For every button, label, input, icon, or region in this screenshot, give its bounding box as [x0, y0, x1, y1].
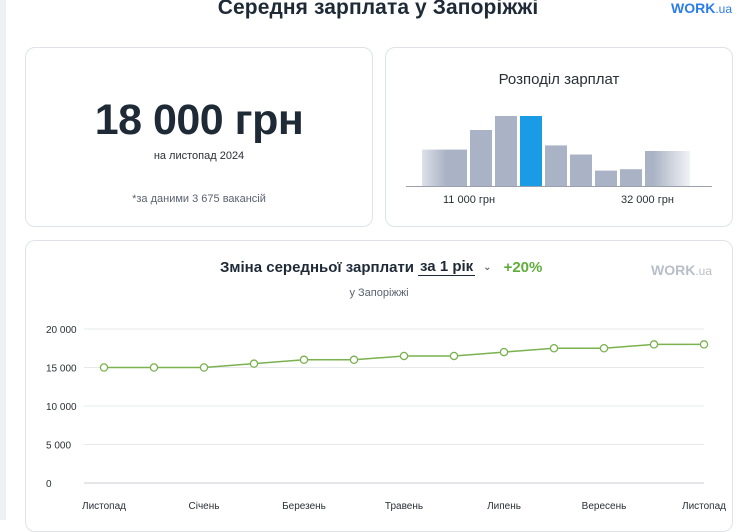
trend-title-row: Зміна середньої зарплати за 1 рік ⌄ +20%	[220, 258, 542, 276]
x-tick-label: Березень	[282, 501, 326, 512]
salary-trend-card: Зміна середньої зарплати за 1 рік ⌄ +20%…	[25, 240, 733, 532]
average-salary-card: 18 000 грн на листопад 2024 *за даними 3…	[25, 47, 373, 227]
x-tick-label: Листопад	[82, 501, 126, 512]
distribution-fade-right	[653, 108, 697, 188]
salary-distribution-card: Розподіл зарплат 11 000 грн 32 000 грн	[385, 47, 733, 227]
salary-date: на листопад 2024	[153, 150, 245, 162]
data-point[interactable]	[349, 355, 359, 365]
data-point[interactable]	[399, 351, 409, 361]
data-point[interactable]	[149, 363, 159, 372]
data-point[interactable]	[499, 347, 509, 357]
distribution-bar	[595, 170, 617, 186]
distribution-bar-highlight	[520, 116, 542, 186]
work-ua-watermark-logo: WORK.ua	[651, 262, 712, 278]
growth-percent: +20%	[503, 258, 543, 276]
logo-suffix: .ua	[715, 2, 732, 16]
watermark-suffix: .ua	[695, 264, 712, 278]
y-tick-label: 5 000	[46, 441, 71, 452]
data-point[interactable]	[199, 363, 209, 372]
distribution-bar	[470, 130, 492, 186]
chevron-down-icon[interactable]: ⌄	[483, 261, 492, 273]
trend-subtitle: у Запоріжжі	[349, 287, 409, 299]
distribution-bar	[545, 145, 567, 186]
data-point[interactable]	[299, 355, 309, 365]
x-tick-label: Вересень	[582, 501, 627, 512]
distribution-histogram	[406, 108, 712, 188]
y-tick-label: 10 000	[46, 402, 77, 413]
data-point[interactable]	[699, 340, 709, 349]
data-point[interactable]	[549, 344, 559, 353]
distribution-fade-left	[406, 108, 446, 188]
data-point[interactable]	[99, 363, 109, 372]
distribution-bar	[495, 116, 517, 186]
x-tick-label: Травень	[385, 501, 423, 512]
work-ua-logo[interactable]: WORK.ua	[671, 0, 732, 16]
salary-vacancies-note: *за даними 3 675 вакансій	[132, 193, 266, 205]
distribution-low-label: 11 000 грн	[443, 194, 496, 206]
page-title: Середня зарплата у Запоріжжі	[217, 0, 539, 19]
data-point[interactable]	[599, 344, 609, 353]
left-edge-strip	[0, 0, 6, 520]
data-point[interactable]	[449, 351, 459, 361]
salary-value: 18 000 грн	[94, 96, 304, 144]
x-tick-label: Січень	[189, 501, 220, 512]
distribution-high-label: 32 000 грн	[621, 194, 674, 206]
salary-line-chart: 20 000 15 000 10 000 5 000 0 Листопад Січень Бе…	[46, 325, 726, 512]
y-tick-label: 20 000	[46, 325, 77, 336]
logo-text: WORK	[670, 0, 716, 16]
watermark-text: WORK	[650, 262, 696, 278]
data-point[interactable]	[649, 340, 659, 349]
y-tick-label: 15 000	[46, 364, 77, 375]
distribution-title: Розподіл зарплат	[498, 71, 620, 88]
distribution-bar	[570, 154, 592, 186]
x-tick-label: Липень	[487, 501, 521, 512]
y-tick-label: 0	[46, 479, 52, 490]
trend-title: Зміна середньої зарплати	[220, 258, 415, 276]
data-point[interactable]	[249, 359, 259, 368]
distribution-bar	[620, 169, 642, 186]
x-tick-label: Листопад	[682, 501, 726, 512]
period-select[interactable]: за 1 рік	[418, 258, 476, 276]
